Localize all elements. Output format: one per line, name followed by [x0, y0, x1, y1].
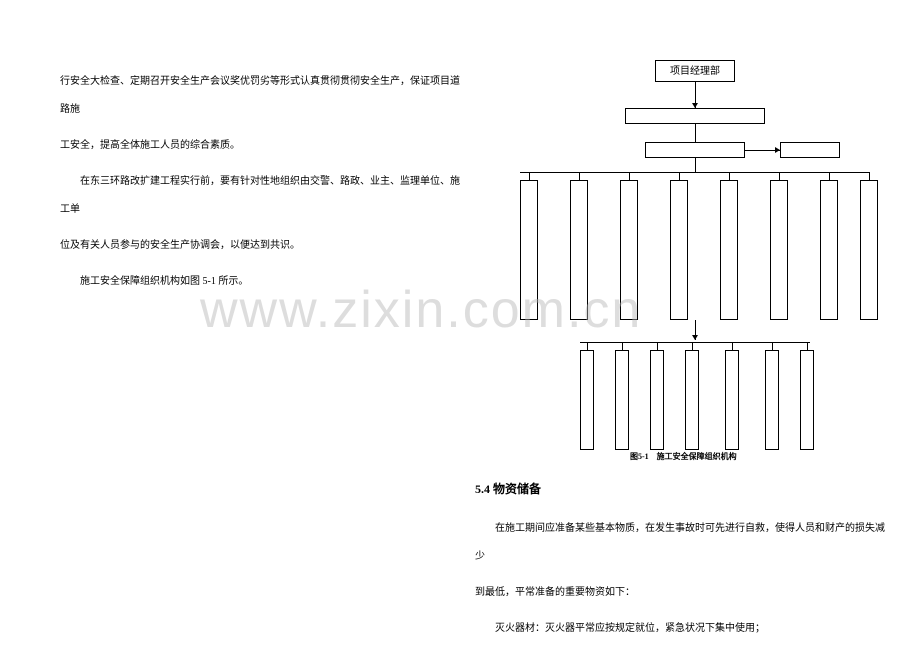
- row1-node: [770, 180, 788, 320]
- row2-node: [685, 350, 699, 450]
- connector: [695, 124, 696, 142]
- para-5: 施工安全保障组织机构如图 5-1 所示。: [60, 268, 460, 296]
- connector: [520, 172, 870, 173]
- connector: [679, 172, 680, 180]
- left-column-text: 行安全大检查、定期召开安全生产会议奖优罚劣等形式认真贯彻贯彻安全生产，保证项目道…: [60, 68, 460, 304]
- connector: [695, 158, 696, 172]
- side-node: [780, 142, 840, 158]
- connector: [580, 342, 810, 343]
- connector: [869, 172, 870, 180]
- diagram-caption: 图5-1 施工安全保障组织机构: [630, 451, 737, 462]
- connector: [732, 342, 733, 350]
- body-p2: 到最低，平常准备的重要物资如下：: [475, 579, 885, 607]
- connector: [807, 342, 808, 350]
- row1-node: [720, 180, 738, 320]
- row1-node: [860, 180, 878, 320]
- para-4: 位及有关人员参与的安全生产协调会，以便达到共识。: [60, 232, 460, 260]
- right-body-text: 在施工期间应准备某些基本物质，在发生事故时可先进行自救，使得人员和财产的损失减少…: [475, 515, 885, 651]
- connector: [579, 172, 580, 180]
- arrow-down-icon: [692, 335, 698, 340]
- connector: [657, 342, 658, 350]
- row2-node: [650, 350, 664, 450]
- connector: [729, 172, 730, 180]
- top-node: 项目经理部: [655, 60, 735, 82]
- row2-node: [800, 350, 814, 450]
- para-2: 工安全，提高全体施工人员的综合素质。: [60, 132, 460, 160]
- row2-node: [725, 350, 739, 450]
- connector: [529, 172, 530, 180]
- connector: [779, 172, 780, 180]
- org-chart-diagram: 项目经理部: [510, 60, 880, 440]
- connector: [629, 172, 630, 180]
- row2-node: [765, 350, 779, 450]
- connector: [692, 342, 693, 350]
- body-p1: 在施工期间应准备某些基本物质，在发生事故时可先进行自救，使得人员和财产的损失减少: [475, 515, 885, 571]
- body-p3: 灭火器材：灭火器平常应按规定就位，紧急状况下集中使用；: [475, 615, 885, 643]
- mid-node-1: [625, 108, 765, 124]
- connector: [829, 172, 830, 180]
- row2-node: [580, 350, 594, 450]
- connector: [587, 342, 588, 350]
- row1-node: [520, 180, 538, 320]
- row1-node: [620, 180, 638, 320]
- connector: [622, 342, 623, 350]
- row1-node: [670, 180, 688, 320]
- mid-node-2: [645, 142, 745, 158]
- para-3: 在东三环路改扩建工程实行前，要有针对性地组织由交警、路政、业主、监理单位、施工单: [60, 168, 460, 224]
- row1-node: [570, 180, 588, 320]
- row1-node: [820, 180, 838, 320]
- para-1: 行安全大检查、定期召开安全生产会议奖优罚劣等形式认真贯彻贯彻安全生产，保证项目道…: [60, 68, 460, 124]
- section-heading-5-4: 5.4 物资储备: [475, 480, 541, 497]
- connector: [772, 342, 773, 350]
- row2-node: [615, 350, 629, 450]
